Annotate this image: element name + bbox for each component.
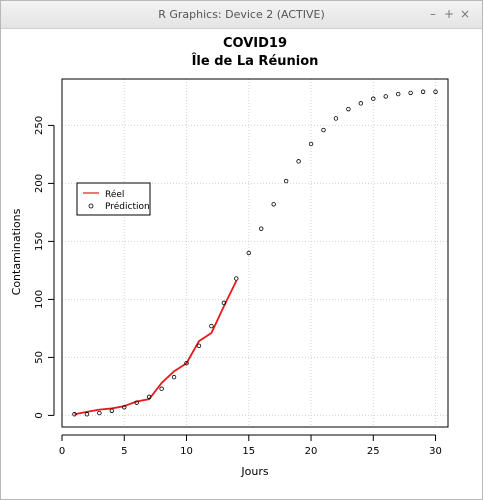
prediction-point xyxy=(420,89,426,94)
prediction-point xyxy=(196,343,202,348)
x-axis-label: Jours xyxy=(240,465,268,478)
legend: Réel Prédiction xyxy=(76,182,151,216)
prediction-point xyxy=(246,250,251,256)
prediction-point xyxy=(383,94,388,99)
y-tick-label: 50 xyxy=(34,351,45,364)
plot-canvas: COVID19 Île de La Réunion Jours Contamin… xyxy=(10,36,449,478)
prediction-point xyxy=(72,412,77,417)
series-line-reel xyxy=(74,280,238,416)
prediction-point xyxy=(134,400,139,405)
window-title: R Graphics: Device 2 (ACTIVE) xyxy=(158,8,325,21)
axes: 0 5 10 15 20 25 30 0 50 100 150 200 250 xyxy=(34,116,442,457)
legend-point-symbol xyxy=(88,203,94,209)
prediction-point xyxy=(321,127,326,133)
prediction-point xyxy=(296,159,301,164)
title-bar[interactable]: R Graphics: Device 2 (ACTIVE) – + × xyxy=(1,1,482,29)
prediction-point xyxy=(171,374,177,380)
y-tick-label: 250 xyxy=(34,116,45,135)
prediction-point xyxy=(259,226,264,231)
prediction-point xyxy=(97,410,102,416)
prediction-point xyxy=(283,178,289,184)
prediction-point xyxy=(333,116,339,121)
prediction-point xyxy=(146,394,152,400)
prediction-point xyxy=(433,89,438,94)
x-tick-label: 10 xyxy=(180,446,193,457)
x-tick-label: 30 xyxy=(429,446,442,457)
prediction-point xyxy=(84,412,90,417)
prediction-point xyxy=(234,276,239,281)
prediction-point xyxy=(395,91,401,97)
maximize-icon[interactable]: + xyxy=(443,7,455,21)
prediction-point xyxy=(122,405,127,410)
chart-title: COVID19 xyxy=(223,36,287,51)
x-tick-label: 0 xyxy=(59,446,65,457)
y-axis-label: Contaminations xyxy=(10,208,23,295)
plot-frame xyxy=(61,78,449,428)
prediction-point xyxy=(358,101,364,106)
prediction-point xyxy=(408,90,413,96)
prediction-point xyxy=(271,202,276,207)
legend-box xyxy=(76,182,151,216)
prediction-point xyxy=(371,96,376,101)
prediction-point xyxy=(308,141,314,147)
legend-label-reel: Réel xyxy=(105,189,124,200)
prediction-point xyxy=(221,300,227,306)
prediction-point xyxy=(159,386,164,391)
legend-label-prediction: Prédiction xyxy=(105,201,150,212)
grid-lines xyxy=(61,79,448,427)
prediction-point xyxy=(209,323,214,329)
x-tick-label: 5 xyxy=(121,446,127,457)
y-tick-label: 200 xyxy=(34,174,45,193)
prediction-point xyxy=(109,408,115,413)
y-tick-label: 100 xyxy=(34,290,45,309)
y-tick-label: 0 xyxy=(34,412,45,418)
prediction-point xyxy=(184,361,189,366)
minimize-icon[interactable]: – xyxy=(430,7,436,21)
x-tick-label: 20 xyxy=(305,446,318,457)
chart-subtitle: Île de La Réunion xyxy=(192,53,319,69)
x-tick-label: 15 xyxy=(242,446,255,457)
y-tick-label: 150 xyxy=(34,232,45,251)
close-icon[interactable]: × xyxy=(459,7,471,21)
prediction-point xyxy=(346,106,351,112)
x-tick-label: 25 xyxy=(367,446,380,457)
series-layer xyxy=(72,89,438,417)
